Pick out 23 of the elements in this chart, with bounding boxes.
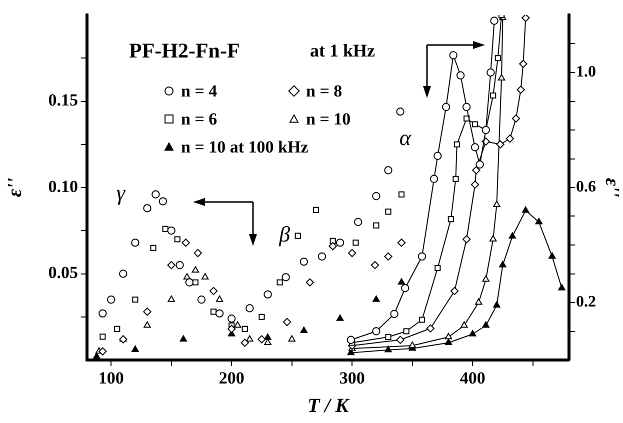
legend-label: n = 10 <box>306 109 351 128</box>
legend-label: n = 4 <box>181 81 218 100</box>
annotation: α <box>399 124 412 150</box>
y2-tick-label: 0.6 <box>576 178 596 196</box>
x-tick-label: 300 <box>339 368 365 388</box>
text: PF-H2-Fn-F <box>129 38 240 62</box>
annotation: γ <box>116 180 126 206</box>
y2-tick-label: 0.2 <box>576 294 596 311</box>
y-axis-title: ε'' <box>4 177 26 198</box>
x-axis-title: T / K <box>307 395 350 418</box>
y2-axis-title: ε'' <box>600 178 623 198</box>
annotation: β <box>278 222 290 247</box>
x-tick-label: 400 <box>460 368 486 388</box>
legend-label: n = 10 at 100 kHz <box>181 137 309 156</box>
y-tick-label: 0.05 <box>48 263 78 282</box>
x-tick-label: 200 <box>218 368 244 388</box>
x-tick-label: 100 <box>98 368 124 388</box>
y-tick-label: 0.15 <box>48 90 78 110</box>
y-tick-label: 0.10 <box>48 176 78 196</box>
y2-tick-label: 1.0 <box>576 64 596 81</box>
legend-label: n = 6 <box>181 109 218 128</box>
legend-label: n = 8 <box>306 81 342 100</box>
text: at 1 kHz <box>310 40 376 61</box>
